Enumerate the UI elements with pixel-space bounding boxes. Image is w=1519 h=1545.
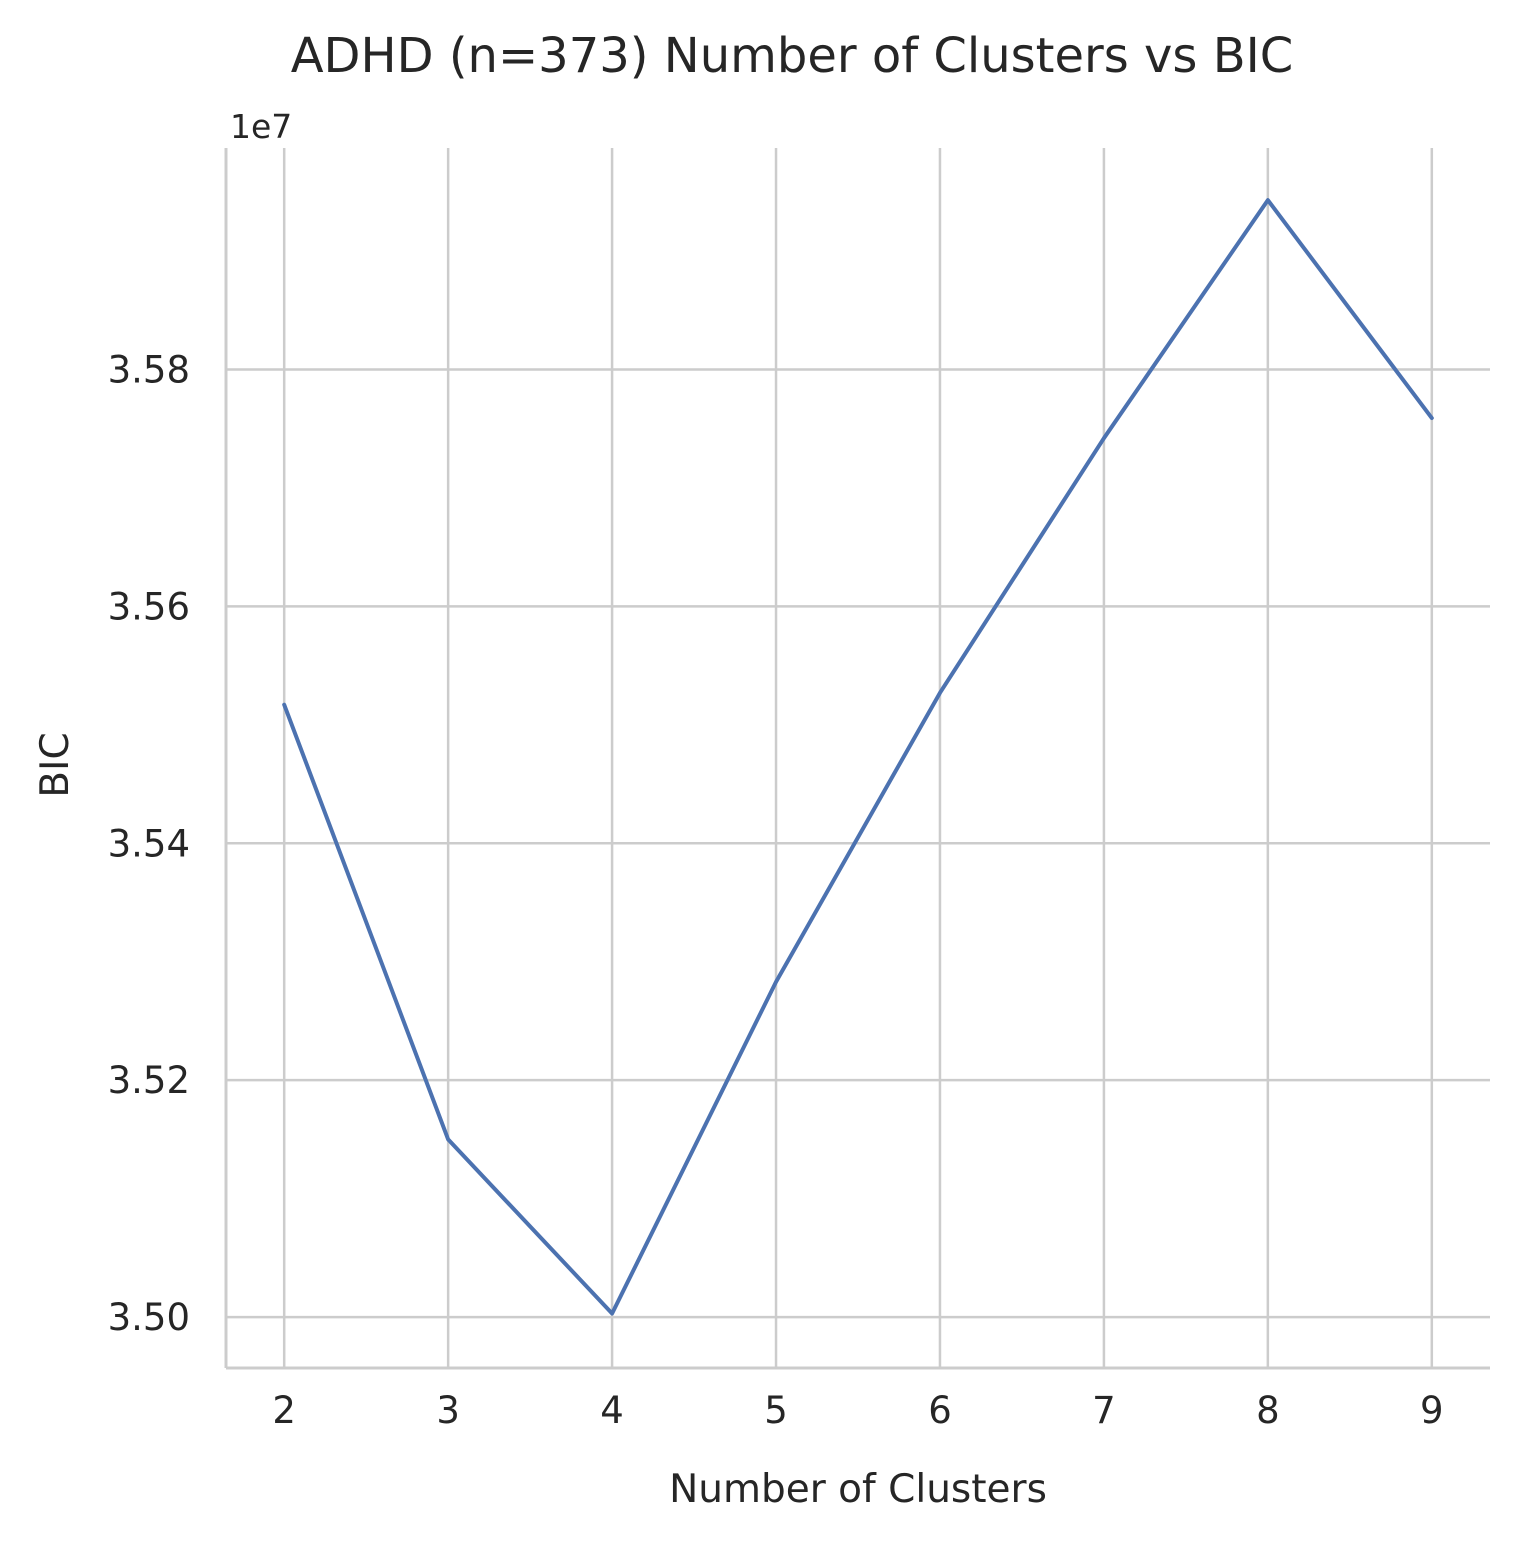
tick-labels: 2 3 4 5 6 7 8 9 3.50 3.52 3.54 3.56 3.58 [108,348,1444,1432]
x-tick-label: 5 [764,1389,788,1432]
y-tick-label: 3.54 [108,822,190,865]
x-tick-label: 3 [436,1389,460,1432]
series-layer [282,198,1434,1316]
x-tick-label: 2 [272,1389,296,1432]
x-tick-label: 4 [600,1389,624,1432]
chart-title: ADHD (n=373) Number of Clusters vs BIC [291,28,1294,84]
x-tick-label: 9 [1420,1389,1444,1432]
x-tick-label: 7 [1092,1389,1116,1432]
grid [226,148,1490,1368]
y-tick-label: 3.58 [108,348,190,391]
x-tick-label: 8 [1256,1389,1280,1432]
axis-spines [224,148,1490,1370]
y-axis-offset-label: 1e7 [230,107,292,146]
y-tick-label: 3.50 [108,1296,190,1339]
x-tick-label: 6 [928,1389,952,1432]
y-axis-label: BIC [33,732,78,798]
y-tick-label: 3.52 [108,1059,190,1102]
series-line [282,198,1434,1316]
y-tick-label: 3.56 [108,585,190,628]
x-axis-label: Number of Clusters [669,1467,1047,1512]
